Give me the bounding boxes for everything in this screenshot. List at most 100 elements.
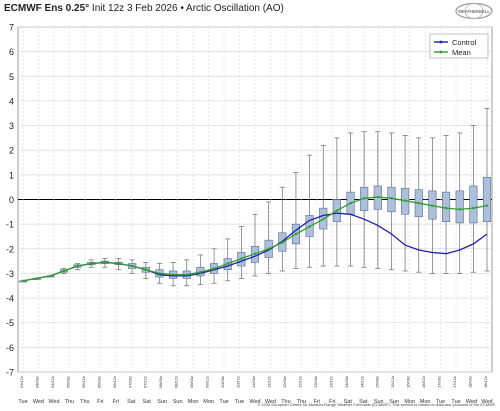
x-date-label: 09/12z: [205, 376, 210, 388]
x-date-label: 13/00z: [313, 376, 318, 388]
x-day-label: Tue: [436, 399, 445, 405]
mean-point: [185, 273, 188, 276]
y-tick-label: -1: [6, 220, 14, 230]
legend-label: Mean: [452, 48, 471, 57]
chart-title: ECMWF Ens 0.25° Init 12z 3 Feb 2026 • Ar…: [4, 3, 284, 14]
x-day-label: Fri: [314, 399, 320, 405]
x-day-label: Sun: [389, 399, 399, 405]
x-day-label: Wed: [33, 399, 44, 405]
x-day-label: Sat: [143, 399, 152, 405]
x-date-label: 04/00z: [34, 376, 39, 388]
mean-point: [390, 197, 393, 200]
legend-marker: [439, 40, 443, 44]
x-date-label: 14/00z: [344, 376, 349, 388]
legend-label: Control: [452, 38, 477, 47]
x-date-label: 03/12z: [19, 376, 24, 388]
x-date-label: 10/00z: [220, 376, 225, 388]
mean-point: [294, 232, 298, 236]
y-tick-label: -6: [6, 343, 14, 353]
mean-point: [103, 261, 107, 264]
x-date-label: 06/00z: [96, 376, 101, 388]
x-date-label: 12/12z: [297, 376, 302, 388]
x-day-label: Fri: [97, 399, 103, 405]
x-date-label: 17/12z: [452, 376, 457, 388]
mean-point: [322, 218, 325, 221]
x-day-label: Sun: [157, 399, 167, 405]
mean-point: [362, 197, 366, 200]
x-day-label: Thu: [80, 399, 89, 405]
mean-point: [403, 199, 407, 202]
mean-point: [49, 274, 52, 278]
x-day-label: Thu: [297, 399, 306, 405]
mean-point: [21, 279, 25, 283]
x-date-label: 18/00z: [468, 376, 473, 388]
mean-point: [199, 270, 202, 274]
mean-point: [431, 204, 434, 207]
x-date-label: 11/12z: [266, 376, 271, 388]
mean-point: [158, 272, 161, 275]
x-day-label: Thu: [281, 399, 290, 405]
mean-point: [240, 257, 243, 260]
x-day-label: Sun: [173, 399, 183, 405]
spread-box: [387, 186, 396, 213]
logo-text: WEATHERBELL: [458, 9, 490, 14]
mean-point: [267, 247, 270, 250]
x-date-label: 15/12z: [390, 376, 395, 388]
x-day-label: Sat: [344, 399, 353, 405]
x-day-label: Thu: [65, 399, 74, 405]
x-date-label: 12/00z: [282, 376, 287, 388]
x-date-label: 13/12z: [328, 376, 333, 388]
x-date-label: 16/00z: [406, 376, 411, 388]
spread-box: [482, 177, 492, 222]
mean-point: [281, 241, 284, 244]
x-day-label: Sat: [359, 399, 368, 405]
mean-point: [472, 206, 475, 210]
x-day-label: Mon: [188, 399, 199, 405]
y-tick-label: 0: [9, 195, 14, 205]
y-tick-label: -5: [6, 318, 14, 328]
mean-point: [485, 204, 489, 207]
mean-point: [171, 273, 175, 276]
model-name: ECMWF Ens 0.25°: [4, 3, 90, 14]
x-day-label: Wed: [48, 399, 59, 405]
x-day-label: Mon: [203, 399, 214, 405]
legend-box: [429, 33, 489, 59]
x-day-label: Wed: [249, 399, 260, 405]
title-bar: ECMWF Ens 0.25° Init 12z 3 Feb 2026 • Ar…: [0, 0, 500, 20]
mean-point: [253, 252, 257, 255]
x-date-label: 07/00z: [127, 376, 132, 388]
x-date-label: 10/12z: [236, 376, 241, 388]
y-tick-label: -4: [6, 294, 14, 304]
x-date-label: 16/12z: [421, 376, 426, 388]
y-tick-label: -7: [6, 368, 14, 378]
mean-point: [417, 201, 420, 205]
y-tick-label: 2: [9, 146, 14, 156]
x-day-label: Mon: [404, 399, 415, 405]
y-tick-label: 1: [9, 170, 14, 180]
mean-point: [144, 268, 148, 271]
y-tick-label: -3: [6, 269, 14, 279]
y-tick-label: 7: [9, 23, 14, 33]
x-day-label: Sun: [374, 399, 384, 405]
mean-point: [212, 267, 216, 270]
spread-box: [469, 185, 478, 224]
x-day-label: Wed: [481, 399, 492, 405]
x-day-label: Tue: [235, 399, 244, 405]
x-date-label: 14/12z: [359, 376, 364, 388]
mean-point: [444, 206, 448, 210]
x-date-label: 18/12z: [483, 376, 488, 388]
y-tick-label: 6: [9, 47, 14, 57]
x-day-label: Mon: [420, 399, 431, 405]
x-day-label: Wed: [466, 399, 477, 405]
x-day-label: Tue: [451, 399, 460, 405]
chart-subtitle: Init 12z 3 Feb 2026 • Arctic Oscillation…: [91, 3, 284, 14]
mean-point: [458, 208, 461, 211]
x-day-label: Sat: [127, 399, 136, 405]
spread-box: [442, 191, 451, 222]
mean-point: [62, 269, 66, 273]
x-day-label: Tue: [18, 399, 27, 405]
mean-point: [117, 262, 120, 265]
mean-point: [76, 264, 79, 268]
